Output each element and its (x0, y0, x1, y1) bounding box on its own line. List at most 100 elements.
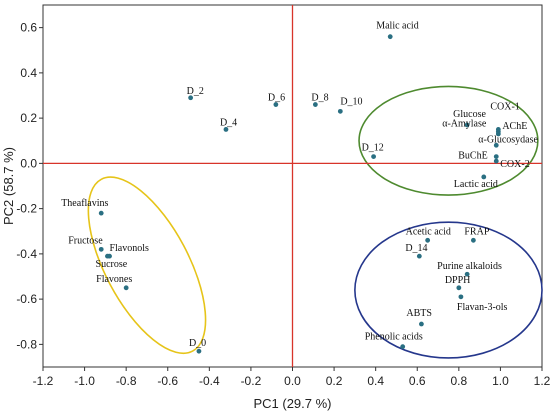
data-point-group: D_4 (220, 117, 237, 132)
data-point-label: COX-1 (490, 101, 519, 112)
x-tick-label: -1.2 (33, 374, 54, 388)
data-point-label: BuChE (458, 151, 487, 162)
data-point-group: ABTS (406, 308, 432, 327)
ticks-layer: -1.2 -1.0 -0.8 -0.6 -0.4 -0.2 0.0 0.2 0.4 0.6 0.8 1… (16, 21, 550, 388)
data-point (495, 131, 501, 137)
data-point-label: DPPH (445, 275, 471, 286)
data-point-group: BuChE (458, 151, 499, 162)
data-point-label: α-Glucosydase (478, 134, 538, 145)
y-tick-label: 0.6 (20, 21, 37, 35)
data-point-group: Purine alkaloids (437, 261, 502, 277)
data-point-group: α-Glucosydase (478, 134, 538, 148)
data-point-group: FRAP (464, 226, 490, 243)
x-tick-label: -1.0 (74, 374, 95, 388)
data-point (337, 108, 343, 114)
data-point (456, 285, 462, 291)
x-tick-label: 0.0 (284, 374, 301, 388)
data-point (481, 174, 487, 180)
y-axis-title: PC2 (58.7 %) (1, 147, 16, 225)
data-point-label: Phenolic acids (365, 332, 423, 343)
confidence-ellipse-3 (354, 221, 543, 359)
data-point-group: D_12 (362, 143, 384, 159)
x-tick-label: -0.2 (241, 374, 262, 388)
data-point-group: Theaflavins (61, 198, 109, 216)
data-point-label: D_4 (220, 117, 237, 128)
data-point-label: Flavones (96, 274, 132, 285)
x-tick-label: -0.4 (199, 374, 220, 388)
confidence-ellipse-2 (358, 85, 539, 196)
data-point (387, 34, 393, 40)
y-tick-label: -0.8 (16, 337, 37, 351)
data-point-group: Fructose (68, 235, 104, 252)
data-point-label: ABTS (406, 308, 432, 319)
x-axis-title: PC1 (29.7 %) (253, 396, 331, 411)
data-point (464, 122, 470, 128)
zero-lines-layer (43, 5, 542, 367)
data-point-label: Acetic acid (406, 226, 451, 237)
data-point-label: COX-2 (500, 159, 529, 170)
data-point (493, 142, 499, 148)
data-point-group: α-Amylase (442, 119, 501, 135)
data-point-label: FRAP (464, 226, 489, 237)
data-point-group: D_2 (187, 86, 204, 101)
data-point-label: Sucrose (96, 259, 128, 270)
data-point-label: Fructose (68, 235, 103, 246)
data-point-group: D_10 (337, 96, 363, 114)
data-point (196, 348, 202, 354)
data-point-group: D_14 (405, 243, 428, 259)
data-point-group: D_6 (268, 93, 285, 107)
data-point-group: DPPH (445, 275, 471, 291)
x-tick-label: 1.2 (534, 374, 550, 388)
data-point-group: Flavan-3-ols (457, 294, 508, 313)
data-point (493, 154, 499, 159)
data-point-group: Lactic acid (454, 174, 498, 190)
data-point-group: Acetic acid (406, 226, 451, 243)
data-point-label: D_10 (340, 96, 362, 107)
data-point-label: α-Amylase (442, 119, 487, 130)
x-tick-label: 0.4 (367, 374, 384, 388)
data-point-label: D_8 (311, 93, 328, 104)
data-point-group: Glucose (453, 109, 486, 128)
y-tick-label: -0.2 (16, 202, 37, 216)
data-point (107, 253, 112, 259)
data-point (400, 344, 406, 350)
data-point (419, 321, 424, 327)
data-point-label: AChE (502, 121, 527, 132)
x-tick-label: 0.6 (409, 374, 426, 388)
data-point-group: AChE (495, 121, 527, 137)
data-point (188, 95, 194, 101)
data-point-label: D_6 (268, 93, 285, 104)
data-point (458, 294, 464, 300)
data-point-label: D_12 (362, 143, 384, 154)
y-tick-label: 0.2 (20, 111, 37, 125)
data-point-group: Malic acid (376, 21, 419, 40)
data-point-label: Lactic acid (454, 179, 498, 190)
data-point-group: Flavones (96, 274, 132, 291)
data-point (470, 237, 476, 243)
data-point (464, 271, 470, 277)
data-point-label: Malic acid (376, 21, 418, 32)
data-point-group: D_8 (311, 93, 329, 107)
y-tick-label: -0.4 (16, 247, 37, 261)
data-point (416, 253, 422, 259)
data-point-group: Phenolic acids (365, 332, 423, 350)
data-point (223, 127, 229, 132)
data-point (312, 102, 318, 107)
data-point-label: Flavonols (109, 243, 149, 254)
data-point (273, 102, 279, 107)
data-point-label: D_2 (187, 86, 204, 97)
ellipses-layer (87, 85, 543, 359)
data-point-label: Purine alkaloids (437, 261, 502, 272)
data-point-group: D_0 (189, 338, 206, 354)
data-point (98, 246, 104, 252)
data-point-label: Flavan-3-ols (457, 302, 508, 313)
x-tick-label: 0.2 (326, 374, 343, 388)
y-tick-label: 0.0 (20, 156, 37, 170)
data-point (425, 237, 431, 243)
confidence-ellipse-1 (87, 176, 207, 355)
data-point (98, 210, 104, 216)
data-point-label: D_0 (189, 338, 206, 349)
x-tick-label: -0.6 (157, 374, 178, 388)
